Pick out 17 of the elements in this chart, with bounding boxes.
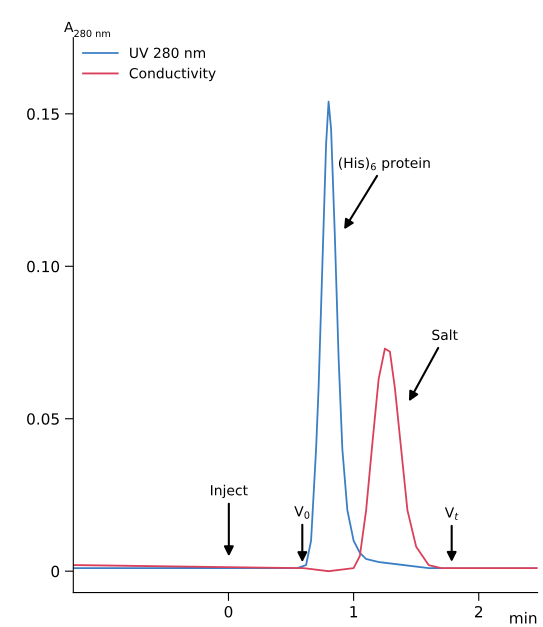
legend-label: UV 280 nm xyxy=(130,48,206,58)
annotation: V$_{0}$ xyxy=(294,506,310,519)
annotation: (His)$_{6}$ protein xyxy=(338,157,430,171)
x-axis-title: min xyxy=(510,612,536,624)
annotation: V$_{t}$ xyxy=(444,507,458,520)
x-tick-label: 1 xyxy=(350,606,358,618)
line-series xyxy=(73,348,538,572)
y-tick-label: 0.15 xyxy=(27,108,59,120)
x-tick-label: 2 xyxy=(475,606,482,618)
y-tick-label: 0.10 xyxy=(27,260,60,272)
x-tick-label: 0 xyxy=(224,606,232,618)
y-tick-label: 0.05 xyxy=(27,413,59,425)
y-tick-label: 0 xyxy=(51,566,60,578)
legend-label: Conductivity xyxy=(130,68,216,82)
y-axis-title: A280 nm xyxy=(64,22,110,38)
annotation: Inject xyxy=(211,484,248,498)
annotation: Salt xyxy=(432,329,458,340)
